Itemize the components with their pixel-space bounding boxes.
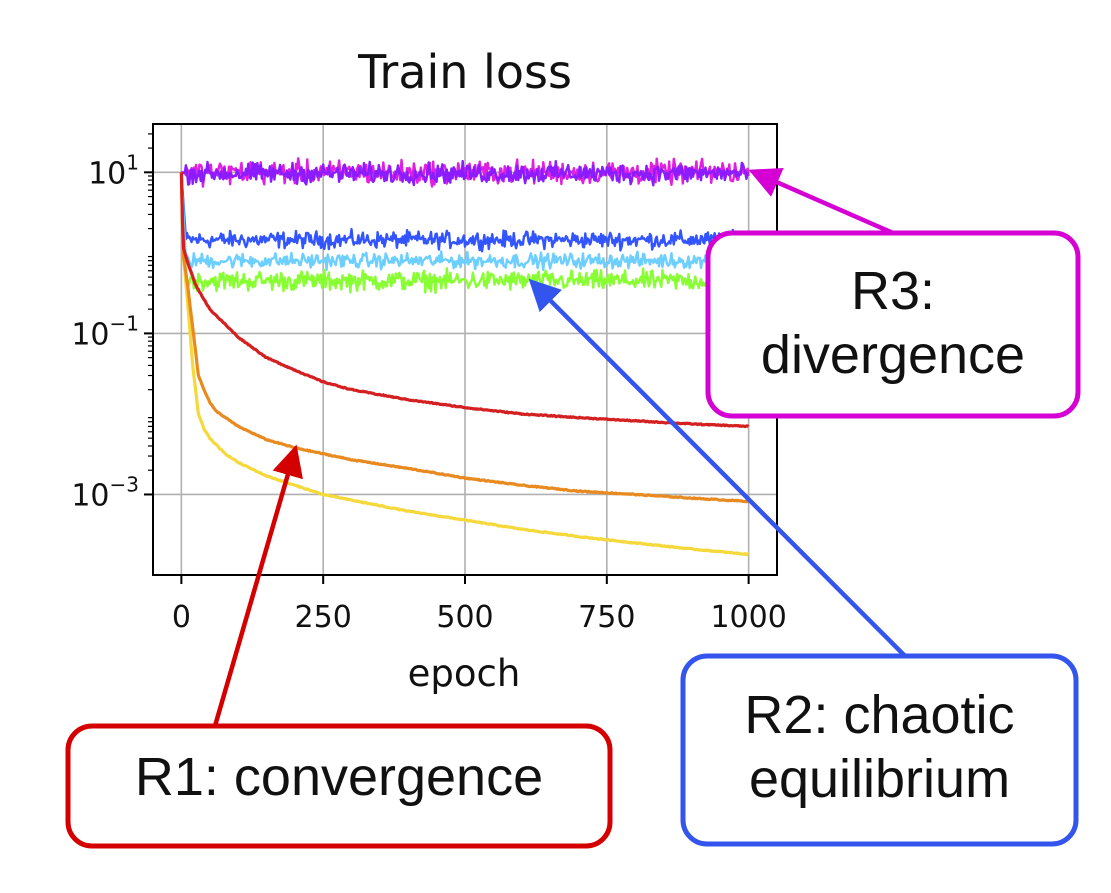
- x-tick-label: 500: [436, 600, 493, 635]
- grid-lines: [153, 124, 777, 575]
- x-tick-label: 0: [172, 600, 191, 635]
- y-axis-ticks: 101 10−1 10−3: [71, 133, 153, 513]
- annotation-text-r3: R3:: [851, 261, 935, 321]
- x-tick-label: 250: [295, 600, 352, 635]
- annotation-box-r2: [680, 653, 1079, 847]
- y-tick-label: 10−1: [71, 311, 139, 352]
- annotation-arrow-r3: [748, 167, 894, 236]
- y-tick-label: 101: [88, 150, 139, 191]
- x-tick-label: 1000: [710, 600, 786, 635]
- series-line: [180, 172, 750, 253]
- annotation-text-r3: divergence: [761, 325, 1025, 385]
- series-line: [179, 172, 750, 504]
- annotation-box-r3: [705, 230, 1081, 419]
- x-axis-ticks: 0 250 500 750 1000: [172, 575, 787, 635]
- y-tick-label: 10−3: [71, 472, 139, 513]
- annotation-text-r1: R1: convergence: [135, 747, 543, 807]
- annotation-box-r1: [65, 723, 613, 849]
- chart-title: Train loss: [357, 45, 572, 99]
- series-line: [180, 172, 750, 295]
- x-tick-label: 750: [578, 600, 635, 635]
- series-line: [179, 172, 750, 429]
- annotation-text-r2: equilibrium: [749, 749, 1010, 809]
- annotation-arrow-r2: [528, 278, 907, 658]
- annotation-arrow-r1: [212, 444, 303, 727]
- x-axis-label: epoch: [408, 652, 521, 695]
- series-line: [180, 172, 750, 272]
- series-line: [181, 159, 750, 187]
- annotation-text-r2: R2: chaotic: [744, 685, 1014, 745]
